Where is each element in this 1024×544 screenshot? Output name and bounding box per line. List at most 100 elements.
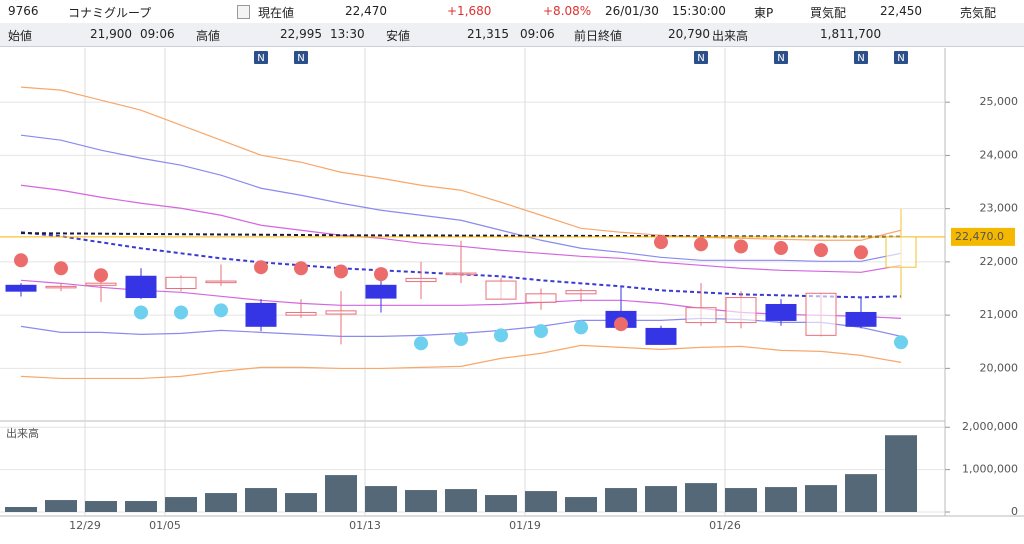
volume-bar xyxy=(885,435,917,512)
candle-body xyxy=(765,303,797,321)
sar-dot xyxy=(94,268,108,283)
volume-bar xyxy=(5,506,37,512)
volume-bar xyxy=(765,487,797,512)
x-tick-label: 01/13 xyxy=(349,519,381,532)
y-tick-label: 2,000,000 xyxy=(962,420,1018,433)
volume-bar xyxy=(725,488,757,512)
value: 26/01/30 xyxy=(605,4,659,18)
sar-dot xyxy=(214,303,228,318)
code: 9766 xyxy=(8,4,39,18)
sar-dot xyxy=(374,267,388,282)
candle-body xyxy=(685,307,717,324)
x-tick-label: 01/26 xyxy=(709,519,741,532)
y-tick-label: 1,000,000 xyxy=(962,463,1018,476)
news-marker xyxy=(774,51,788,64)
candle-body xyxy=(445,272,477,276)
volume-bar xyxy=(365,486,397,512)
volume-bar xyxy=(85,501,117,512)
news-marker xyxy=(854,51,868,64)
label: 売気配 xyxy=(960,6,997,20)
sar-dot xyxy=(894,335,908,350)
volume-bar xyxy=(445,489,477,512)
memo-icon[interactable] xyxy=(237,5,250,19)
indicator-line xyxy=(20,86,902,241)
sar-dot xyxy=(174,305,188,320)
sar-dot xyxy=(334,264,348,279)
news-label: N xyxy=(777,53,784,64)
sar-dot xyxy=(734,239,748,254)
sar-dot xyxy=(494,328,508,343)
candle-body xyxy=(845,311,877,327)
indicator-line xyxy=(20,344,902,380)
volume-bar xyxy=(805,485,837,512)
sar-dot xyxy=(454,332,468,347)
value: 21,900 xyxy=(90,27,132,41)
news-label: N xyxy=(897,53,904,64)
value: +8.08% xyxy=(543,4,592,18)
sar-dot xyxy=(534,324,548,339)
x-tick-label: 12/29 xyxy=(69,519,101,532)
news-marker xyxy=(254,51,268,64)
news-label: N xyxy=(257,53,264,64)
label: 始値 xyxy=(8,29,33,43)
candle-body xyxy=(325,310,357,315)
sar-dot xyxy=(854,245,868,260)
sar-dot xyxy=(694,237,708,252)
candle-body xyxy=(85,282,117,286)
volume-bar xyxy=(205,493,237,512)
y-tick-label: 25,000 xyxy=(980,95,1019,108)
volume-bar xyxy=(245,488,277,512)
news-label: N xyxy=(697,53,704,64)
value: 東P xyxy=(754,6,774,20)
label: 安値 xyxy=(386,29,411,43)
sar-dot xyxy=(774,241,788,256)
candle-body xyxy=(885,236,917,268)
y-tick-label: 24,000 xyxy=(980,148,1019,161)
candle-body xyxy=(5,284,37,292)
candle-body xyxy=(365,284,397,299)
volume-bar xyxy=(525,491,557,512)
last-price-label: 22,470.0 xyxy=(955,230,1004,243)
value: 21,315 xyxy=(467,27,509,41)
x-tick-label: 01/19 xyxy=(509,519,541,532)
y-tick-label: 21,000 xyxy=(980,308,1019,321)
volume-label: 出来高 xyxy=(6,426,39,440)
volume-bar xyxy=(685,483,717,512)
label: 出来高 xyxy=(712,29,749,43)
candle-body xyxy=(205,280,237,284)
x-tick-label: 01/05 xyxy=(149,519,181,532)
news-marker xyxy=(894,51,908,64)
y-tick-label: 22,000 xyxy=(980,255,1019,268)
y-tick-label: 23,000 xyxy=(980,202,1019,215)
name: コナミグループ xyxy=(68,6,152,20)
candle-body xyxy=(165,276,197,290)
sar-dot xyxy=(14,253,28,268)
candle-body xyxy=(485,280,517,300)
sar-dot xyxy=(654,235,668,250)
value: 22,995 xyxy=(280,27,322,41)
sar-dot xyxy=(54,261,68,276)
sar-dot xyxy=(414,336,428,351)
value: 09:06 xyxy=(140,27,175,41)
indicator-line xyxy=(20,134,902,262)
news-label: N xyxy=(297,53,304,64)
header-row: 始値 21,900 09:06 高値 22,995 13:30 安値 21,31… xyxy=(0,23,1024,47)
volume-bar xyxy=(485,495,517,512)
volume-bar xyxy=(645,486,677,512)
sar-dot xyxy=(294,261,308,276)
label: 買気配 xyxy=(810,6,847,20)
candle-body xyxy=(565,290,597,295)
candle-body xyxy=(645,327,677,345)
volume-bar xyxy=(165,497,197,512)
candle-body xyxy=(405,277,437,283)
y-tick-label: 0 xyxy=(1011,505,1018,518)
header: 9766 コナミグループ 現在値 22,470 +1,680 +8.08% 26… xyxy=(0,0,1024,48)
value: 13:30 xyxy=(330,27,365,41)
y-tick-label: 20,000 xyxy=(980,361,1019,374)
candle-body xyxy=(525,293,557,303)
value: 22,470 xyxy=(345,4,387,18)
volume-bar xyxy=(45,500,77,512)
candle-body xyxy=(245,302,277,327)
